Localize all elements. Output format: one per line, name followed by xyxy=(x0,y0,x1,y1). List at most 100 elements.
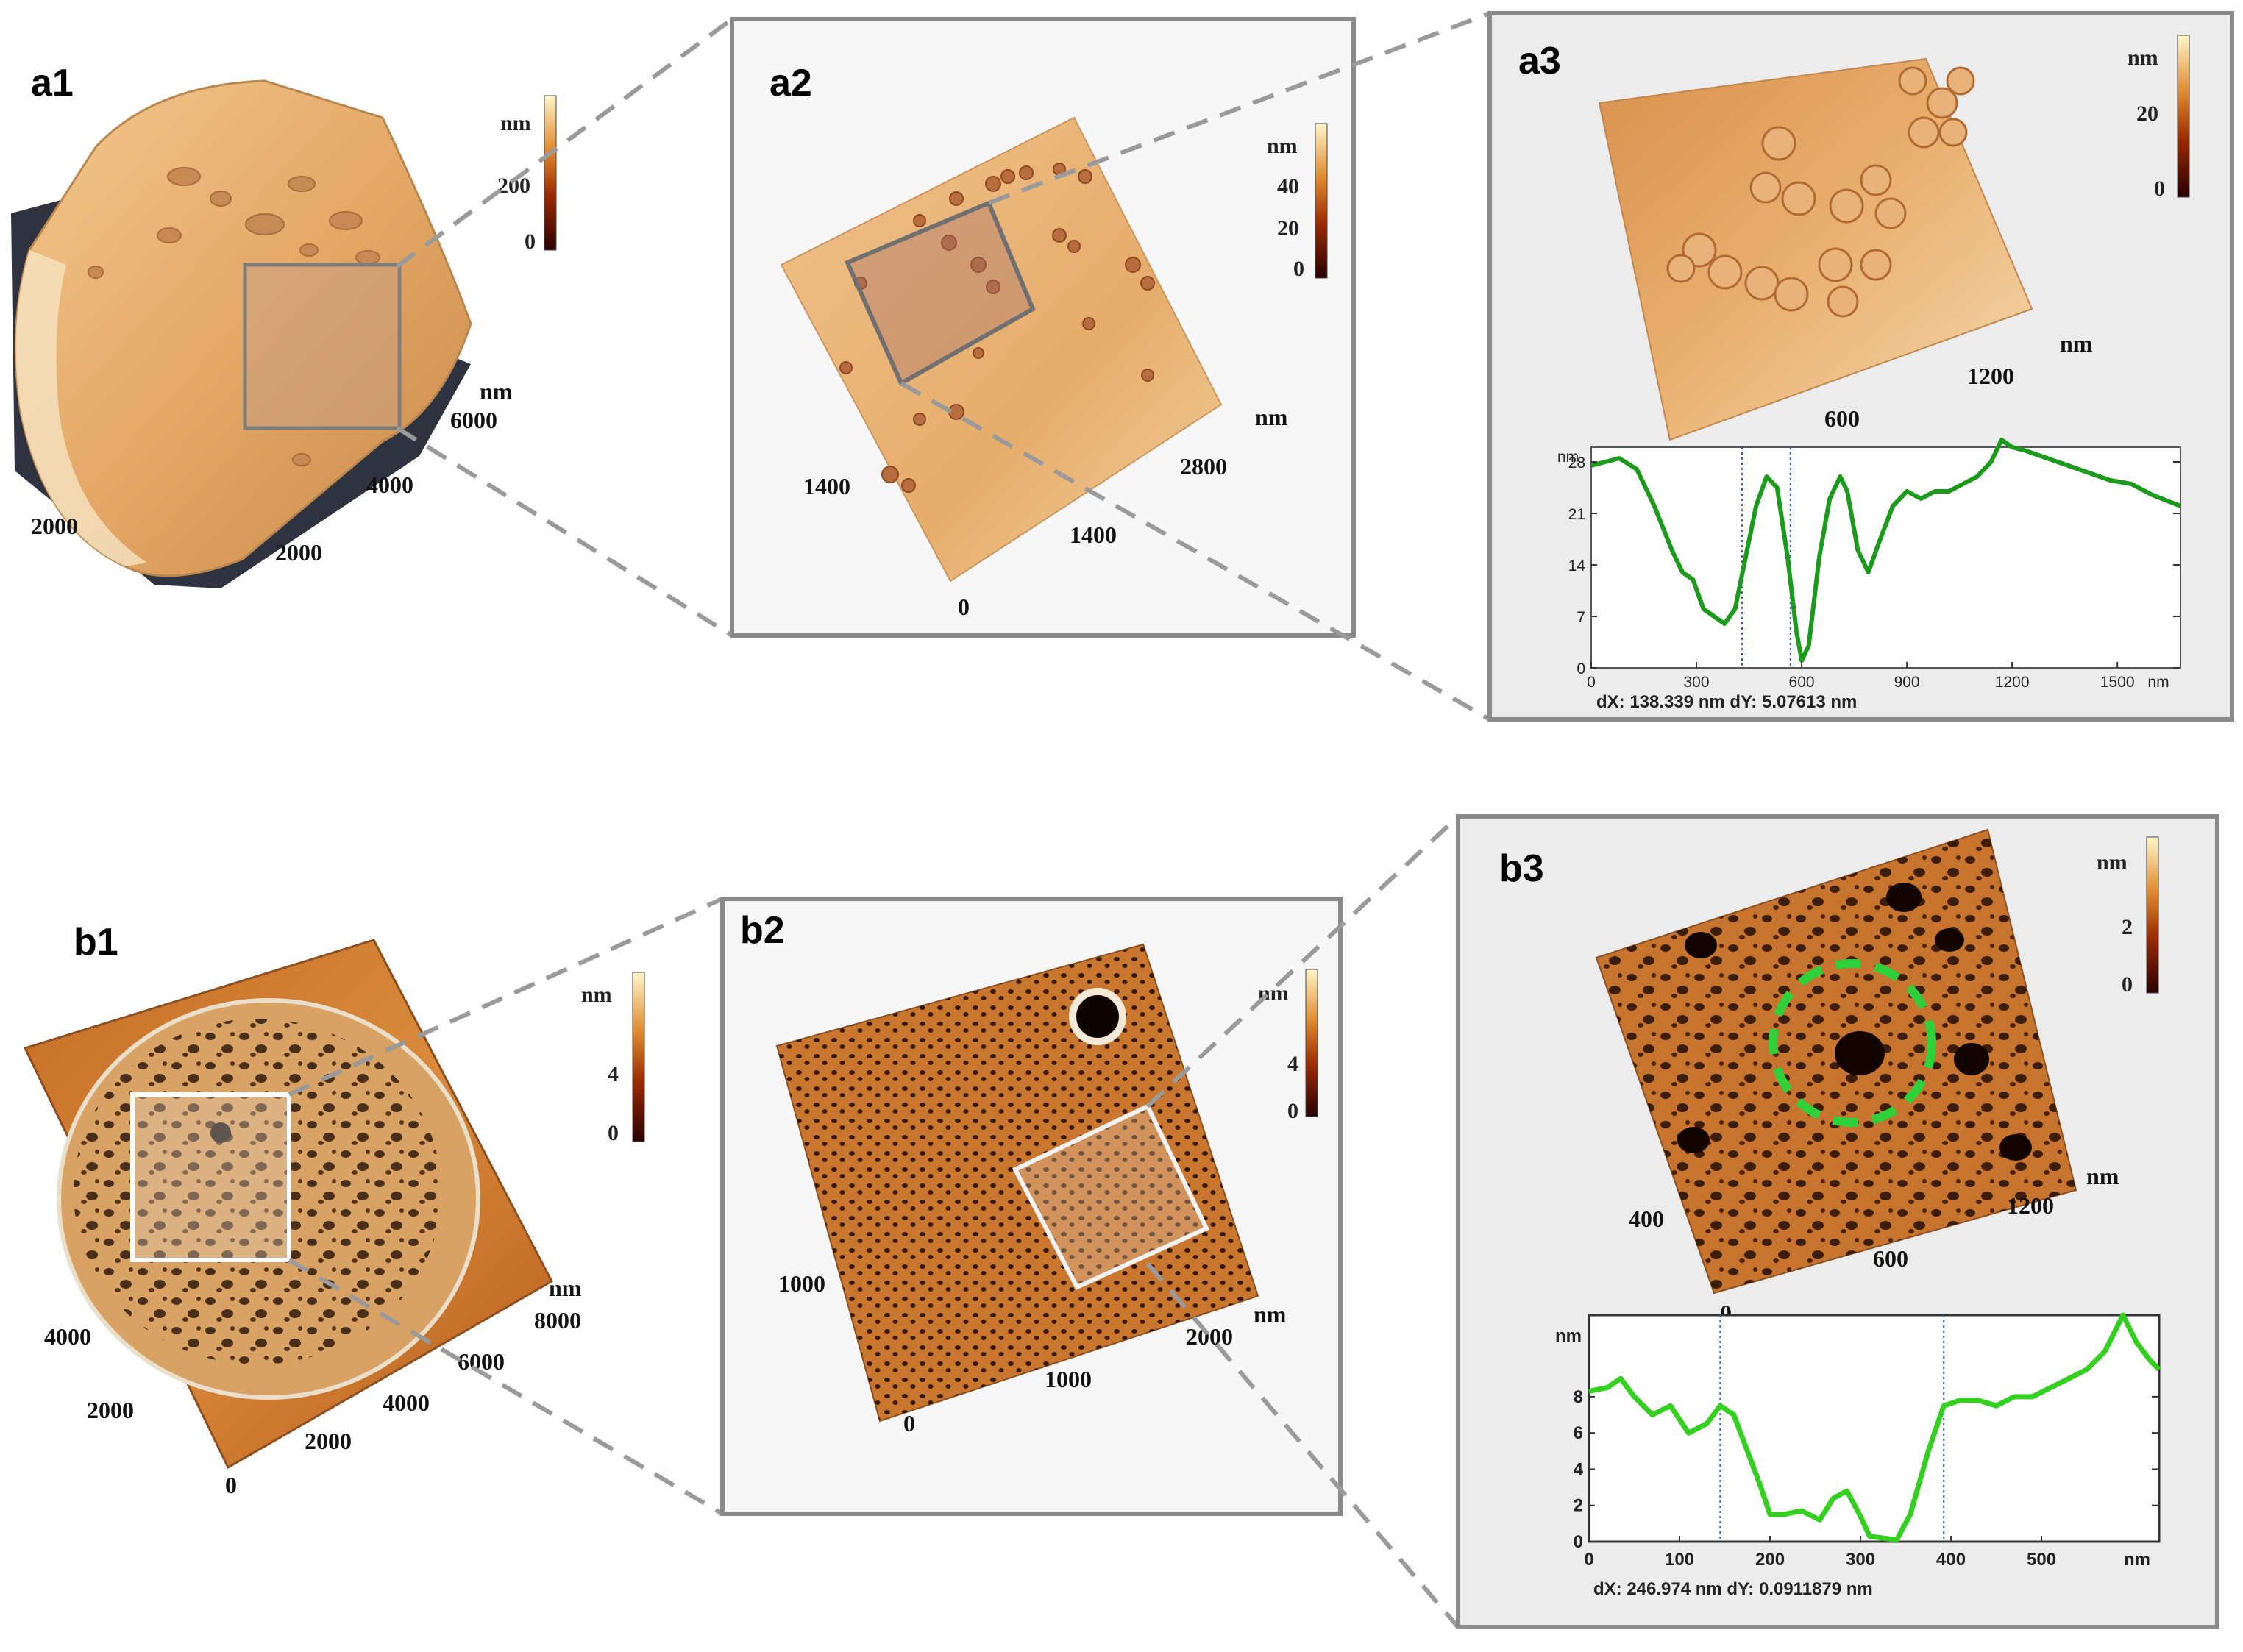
panel-a1: a1 nm 200 0 nm 6000 4000 2000 2000 xyxy=(11,62,557,588)
a2-particle-cluster xyxy=(839,163,1155,493)
a2-zoom-box xyxy=(845,200,1036,387)
b3-highlight-circle xyxy=(1769,959,1936,1127)
a2-colorbar-tick-0: 0 xyxy=(1293,257,1304,281)
a2-axis-tick-0: 0 xyxy=(958,594,970,620)
b3-profile-y-tick: 4 xyxy=(1574,1459,1584,1479)
b3-colorbar: nm 2 0 xyxy=(2097,836,2159,997)
a2-axis-tick-1400-x: 1400 xyxy=(1070,521,1117,548)
b2-porous-texture xyxy=(777,944,1258,1421)
b1-zoom-box xyxy=(130,1092,291,1262)
b2-axis-tick-1000-y: 1000 xyxy=(778,1270,825,1297)
connector-b1-b2-bottom xyxy=(288,1258,724,1516)
b3-profile-line xyxy=(1588,1312,2161,1542)
b1-large-pore xyxy=(210,1122,231,1143)
a3-profile-y-tick: 28 xyxy=(1568,455,1585,471)
a3-profile-y-tick: 21 xyxy=(1568,506,1585,523)
a3-profile-x-tick: 900 xyxy=(1894,674,1920,691)
connector-a1-a2-bottom xyxy=(396,426,733,638)
a1-particle-cluster xyxy=(88,167,380,466)
a3-profile-readout: dX: 138.339 nm dY: 5.07613 nm xyxy=(1596,692,1857,712)
b1-axes: nm 8000 6000 4000 2000 4000 2000 0 xyxy=(44,1275,582,1498)
a3-profile-y-unit: nm xyxy=(1557,449,1579,466)
a2-colorbar-tick-40: 40 xyxy=(1277,174,1299,199)
b3-axis-tick-600: 600 xyxy=(1873,1245,1908,1272)
connector-a2-a3-top xyxy=(987,11,1491,205)
a2-axes: nm 2800 1400 1400 0 xyxy=(803,404,1288,620)
b2-large-pore xyxy=(1069,988,1126,1045)
a2-axis-tick-1400-y: 1400 xyxy=(803,473,850,499)
b3-profile-x-tick: 500 xyxy=(2027,1550,2056,1570)
b3-colorbar-unit: nm xyxy=(2097,850,2128,875)
connector-b2-b3-top xyxy=(1145,814,1460,1108)
a3-colorbar: nm 20 0 xyxy=(2128,35,2190,201)
b3-profile-y-tick: 8 xyxy=(1574,1387,1583,1407)
b2-axis-tick-0: 0 xyxy=(903,1410,915,1436)
b3-profile-plot-area xyxy=(1588,1314,2161,1543)
b3-profile-x-tick: nm xyxy=(2124,1550,2150,1570)
b1-axis-tick-0: 0 xyxy=(225,1472,237,1498)
panel-a2: a2 nm 40 20 0 nm 2800 1400 1400 0 xyxy=(730,17,1356,638)
connector-a1-a2-top xyxy=(396,17,733,268)
panel-a3-label: a3 xyxy=(1518,40,1561,82)
b3-profile-x-tick: 100 xyxy=(1665,1550,1694,1570)
a1-axes: nm 6000 4000 2000 2000 xyxy=(31,378,513,566)
a1-axis-unit: nm xyxy=(480,378,513,405)
b3-axis-tick-1200: 1200 xyxy=(2007,1192,2054,1219)
panel-b3: b3 nm 2 0 nm 1200 600 400 0 nm 8 6 4 200 100 2… xyxy=(1456,814,2219,1629)
a1-axis-tick-4000: 4000 xyxy=(366,471,413,498)
b3-profile-x-tick: 0 xyxy=(1584,1550,1593,1570)
b1-colorbar: nm 4 0 xyxy=(581,972,645,1145)
connector-a2-a3-bottom xyxy=(900,381,1491,722)
a2-axis-unit: nm xyxy=(1255,404,1288,430)
a3-axis-tick-600: 600 xyxy=(1824,405,1860,432)
a3-axis-unit: nm xyxy=(2060,330,2093,357)
a3-surface xyxy=(1598,57,2033,441)
b1-axis-unit: nm xyxy=(549,1275,582,1301)
b3-axis-unit: nm xyxy=(2086,1163,2119,1189)
b3-profile-x-tick: 400 xyxy=(1936,1550,1966,1570)
a1-axis-tick-2000-x: 2000 xyxy=(275,539,322,566)
connector-b1-b2-top xyxy=(288,897,724,1097)
a3-profile-x-tick: 0 xyxy=(1587,674,1596,691)
b1-axis-tick-4000-y: 4000 xyxy=(44,1323,91,1350)
a2-colorbar: nm 40 20 0 xyxy=(1267,123,1328,281)
a3-profile-line xyxy=(1590,438,2182,663)
connector-b2-b3-bottom xyxy=(1145,1262,1460,1628)
b1-axis-tick-4000-x: 4000 xyxy=(383,1389,430,1416)
b1-axis-tick-2000-x: 2000 xyxy=(305,1428,352,1454)
b3-profile-y-tick: 2 xyxy=(1574,1496,1583,1516)
a3-profile-y-tick: 0 xyxy=(1577,661,1585,677)
b3-axes: nm 1200 600 400 0 xyxy=(1629,1163,2119,1326)
a2-colorbar-unit: nm xyxy=(1267,134,1298,158)
b1-porous-region xyxy=(74,1019,441,1364)
b3-profile-x-tick: 200 xyxy=(1755,1550,1785,1570)
b3-large-pores xyxy=(1677,883,2032,1161)
b3-profile-y-unit: nm xyxy=(1555,1326,1582,1346)
b3-profile-x-tick: 300 xyxy=(1846,1550,1875,1570)
panel-a1-label: a1 xyxy=(31,62,74,104)
a1-zoom-box xyxy=(243,263,402,430)
a3-profile-x-tick: 1200 xyxy=(1995,674,2030,691)
a3-particle-cluster xyxy=(1666,66,1975,318)
b3-colorbar-tick-2: 2 xyxy=(2122,915,2133,939)
panel-b1-label: b1 xyxy=(74,921,118,964)
a3-colorbar-unit: nm xyxy=(2128,46,2158,70)
b1-axis-tick-8000: 8000 xyxy=(534,1307,581,1334)
a1-crystal-edge-highlight xyxy=(15,250,147,566)
panel-b3-label: b3 xyxy=(1499,847,1544,890)
a3-profile-plot-area xyxy=(1590,446,2181,669)
a2-colorbar-tick-20: 20 xyxy=(1277,216,1299,241)
a1-axis-tick-2000-y: 2000 xyxy=(31,513,78,539)
a3-colorbar-tick-20: 20 xyxy=(2136,102,2158,126)
a2-axis-tick-2800: 2800 xyxy=(1180,453,1227,480)
b2-colorbar-tick-0: 0 xyxy=(1287,1099,1298,1123)
panel-b2: b2 nm 4 0 nm 2000 1000 1000 0 xyxy=(720,897,1343,1516)
b1-colorbar-tick-0: 0 xyxy=(608,1121,619,1145)
b1-colorbar-unit: nm xyxy=(581,983,612,1007)
a3-profile-x-tick: 600 xyxy=(1789,674,1815,691)
a3-profile-y-tick: 7 xyxy=(1577,609,1585,626)
b3-profile-y-tick: 6 xyxy=(1574,1423,1583,1443)
